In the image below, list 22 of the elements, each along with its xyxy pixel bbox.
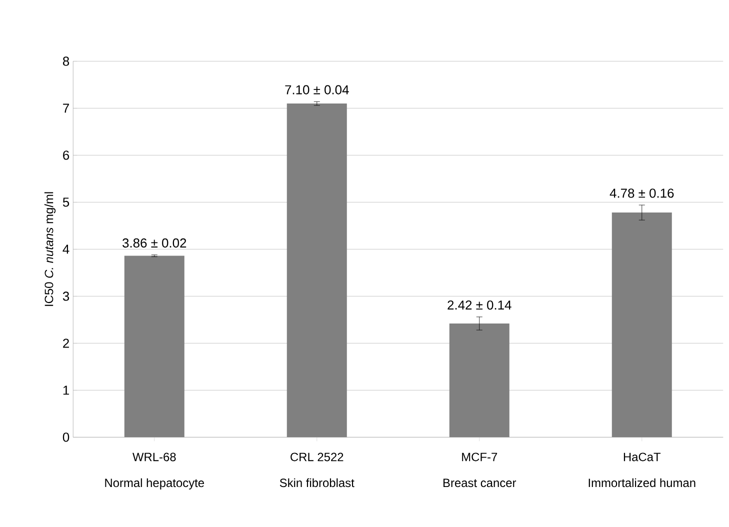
y-tick-label: 6 (63, 150, 70, 160)
category-label: MCF-7 Breast cancer (443, 452, 516, 488)
data-label: 3.86 ± 0.02 (122, 238, 186, 248)
bar (286, 104, 347, 438)
bar (449, 323, 510, 438)
y-axis-title: IC50 C. nutans mg/ml (44, 192, 56, 306)
y-tick-label: 1 (63, 386, 69, 395)
bar (612, 212, 672, 438)
y-tick-label: 8 (62, 56, 70, 66)
y-tick-label: 2 (63, 338, 69, 348)
y-tick-label: 4 (62, 244, 70, 254)
bar (124, 256, 184, 438)
data-label: 4.78 ± 0.16 (610, 188, 674, 198)
y-tick-label: 7 (63, 104, 69, 113)
y-tick-label: 5 (62, 198, 70, 207)
category-label: CRL 2522 Skin fibroblast (280, 452, 354, 488)
y-tick-label: 0 (62, 432, 70, 442)
category-label: WRL-68 Normal hepatocyte (105, 452, 204, 490)
data-label: 7.10 ± 0.04 (285, 85, 349, 94)
y-tick-label: 3 (62, 292, 70, 301)
category-label: HaCaT Immortalized human (588, 452, 696, 488)
data-label: 2.42 ± 0.14 (448, 300, 512, 310)
